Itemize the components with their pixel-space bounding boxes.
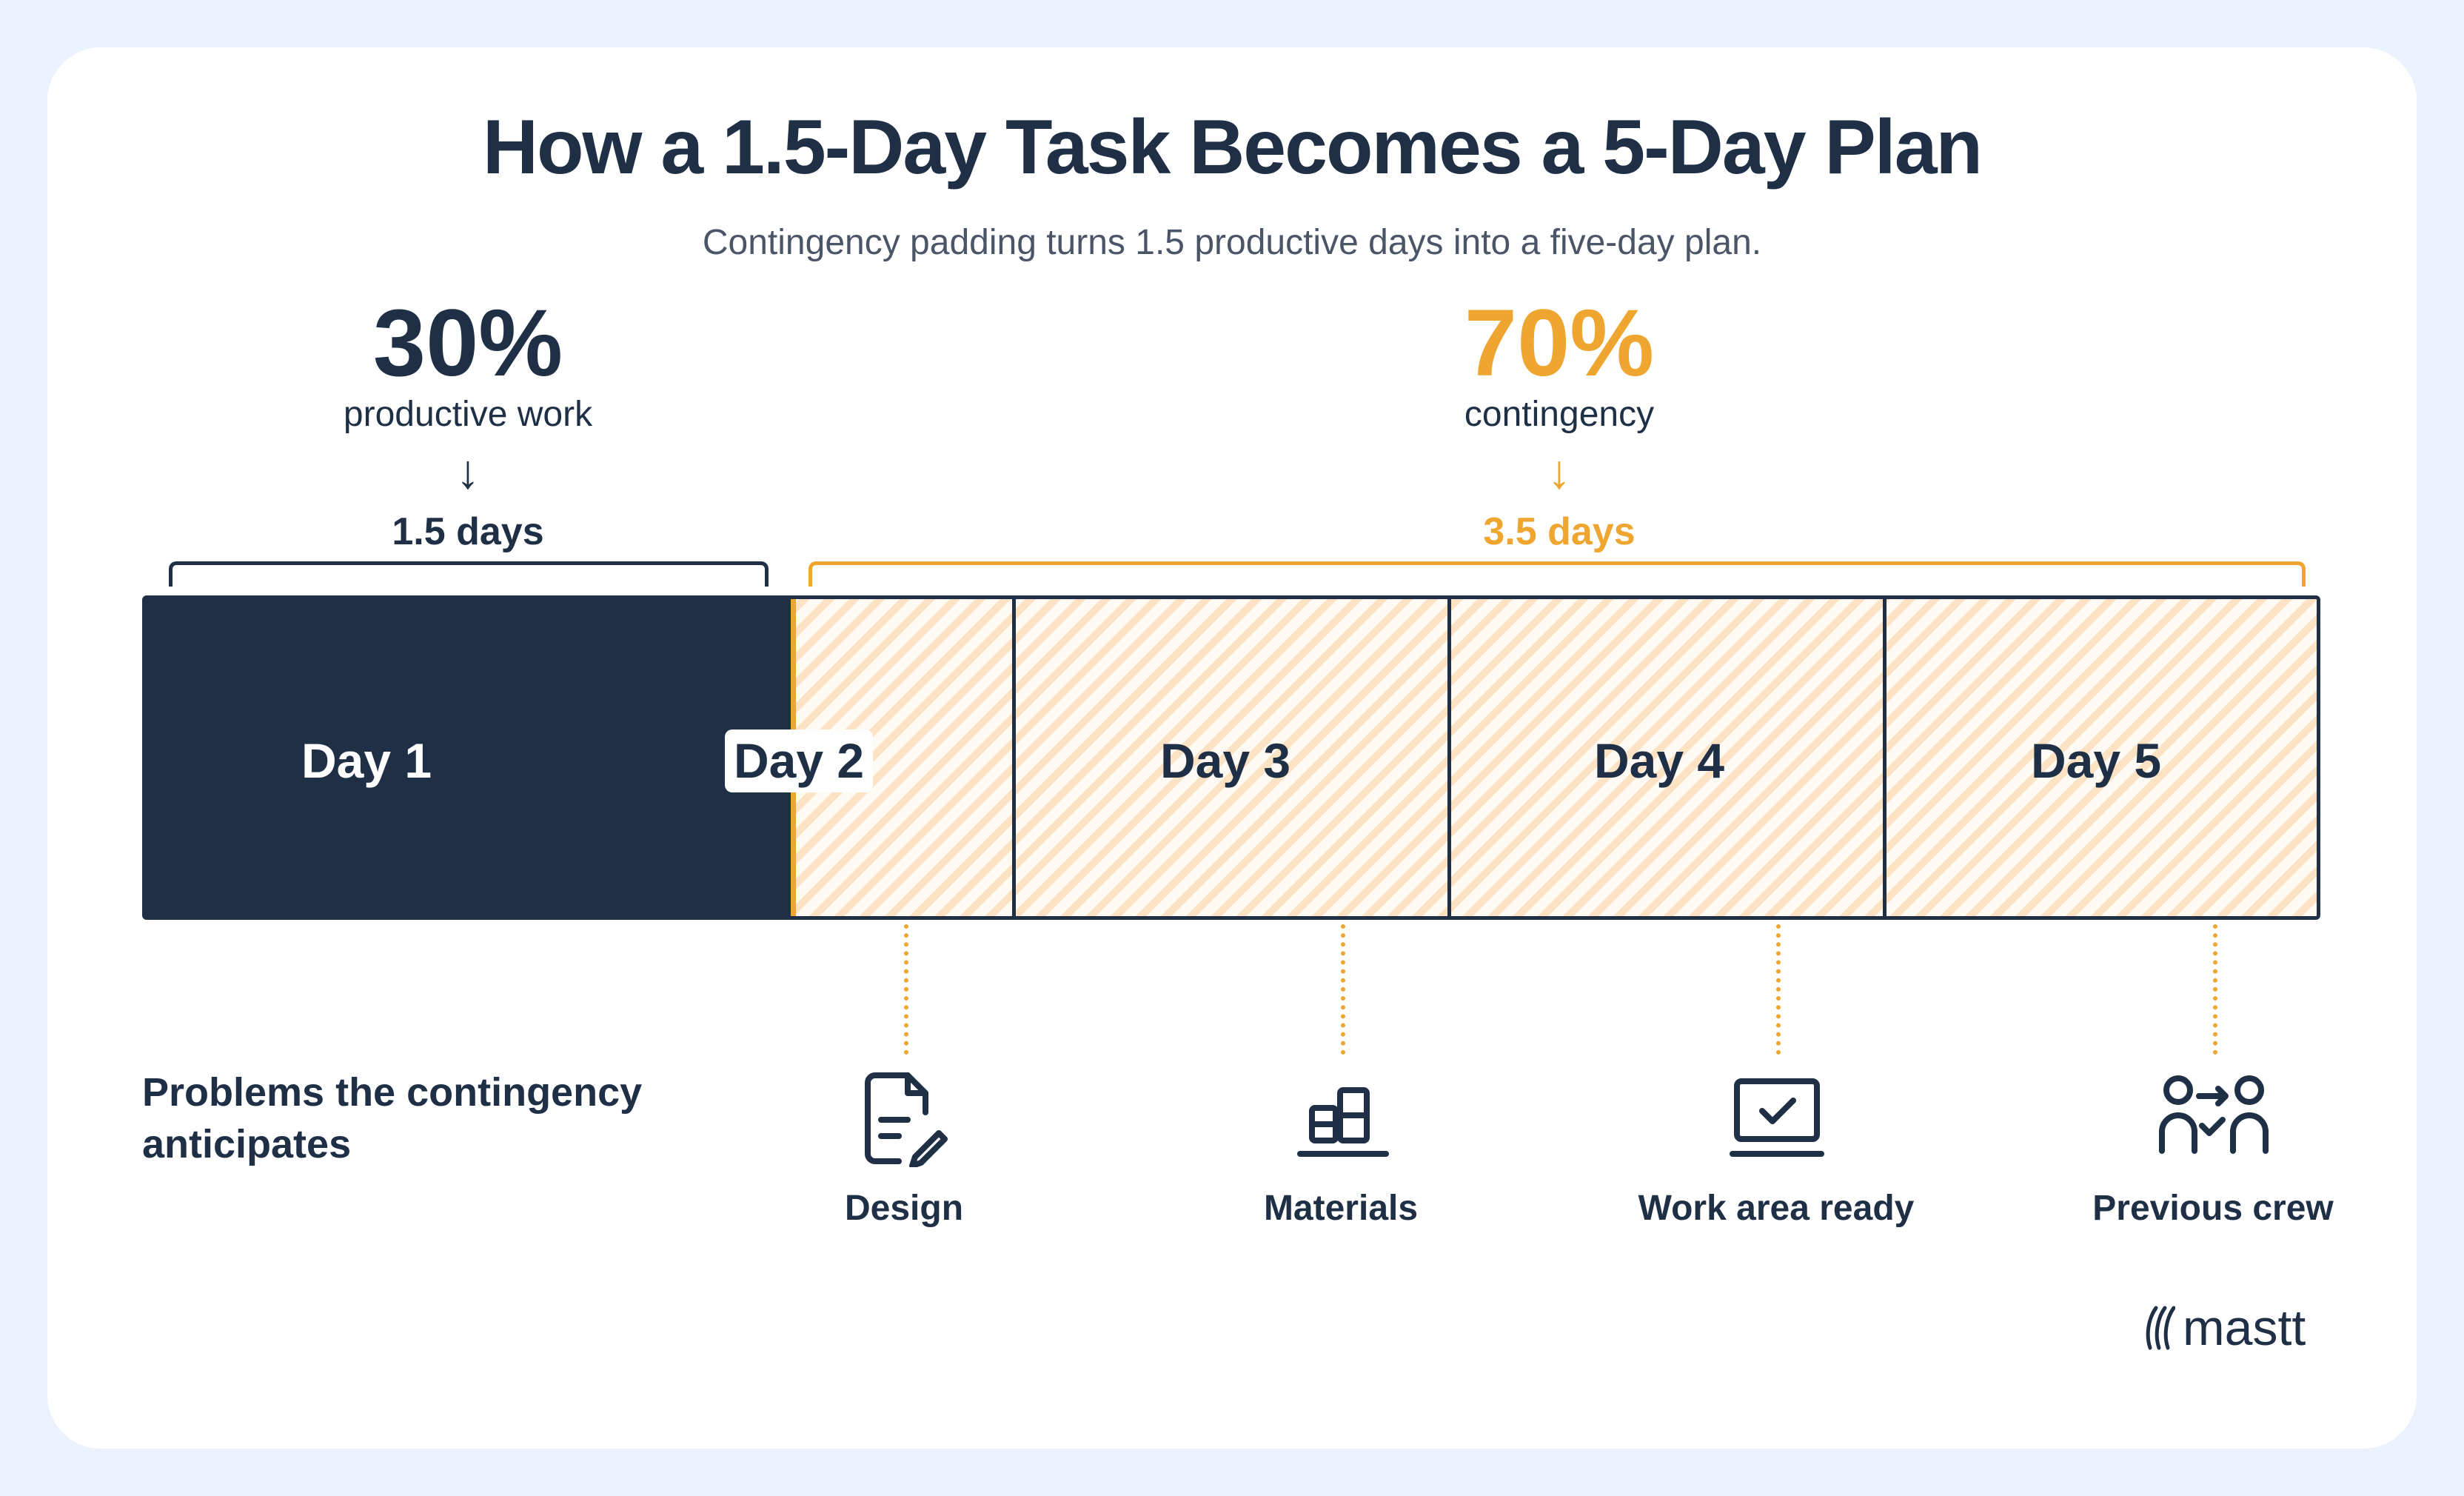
contingency-label: contingency [1464,395,1655,434]
productive-bracket [169,561,769,587]
productive-arrow-icon: ↓ [456,445,480,498]
connector-design [904,924,908,1055]
connector-work-area [1776,924,1781,1055]
problem-label-design: Design [844,1189,964,1228]
brand-logo: mastt [2144,1299,2306,1357]
productive-percent: 30% [372,290,563,396]
productive-days: 1.5 days [392,510,544,553]
productive-segment [146,599,796,916]
page-title: How a 1.5-Day Task Becomes a 5-Day Plan [482,104,1983,190]
problem-label-work-area: Work area ready [1638,1189,1915,1228]
day-divider [1883,599,1886,916]
day-divider [1447,599,1451,916]
contingency-arrow-icon: ↓ [1547,445,1571,498]
connector-previous-crew [2213,924,2217,1055]
day-label-4: Day 4 [1594,733,1725,788]
problems-title: Problems the contingency anticipates [142,1070,643,1167]
laptop-check-icon [1730,1077,1824,1162]
crew-handoff-icon [2157,1074,2270,1159]
day-label-3: Day 3 [1160,733,1291,788]
connector-materials [1341,924,1345,1055]
day-label-1: Day 1 [301,733,432,788]
problem-label-materials: Materials [1263,1189,1419,1228]
day-label-2: Day 2 [725,729,874,792]
productive-label: productive work [343,395,593,434]
day-divider [1012,599,1016,916]
document-pen-icon [862,1071,951,1171]
contingency-days: 3.5 days [1483,510,1636,553]
mastt-logo-icon [2146,1306,2175,1350]
timeline-bar: Day 1 Day 2 Day 3 Day 4 Day 5 [142,595,2320,920]
problem-label-previous-crew: Previous crew [2092,1189,2334,1228]
page-subtitle: Contingency padding turns 1.5 productive… [702,223,1762,262]
day-label-5: Day 5 [2031,733,2162,788]
contingency-percent: 70% [1464,290,1655,396]
boxes-icon [1297,1084,1389,1162]
brand-name: mastt [2183,1300,2306,1356]
contingency-bracket [808,561,2306,587]
